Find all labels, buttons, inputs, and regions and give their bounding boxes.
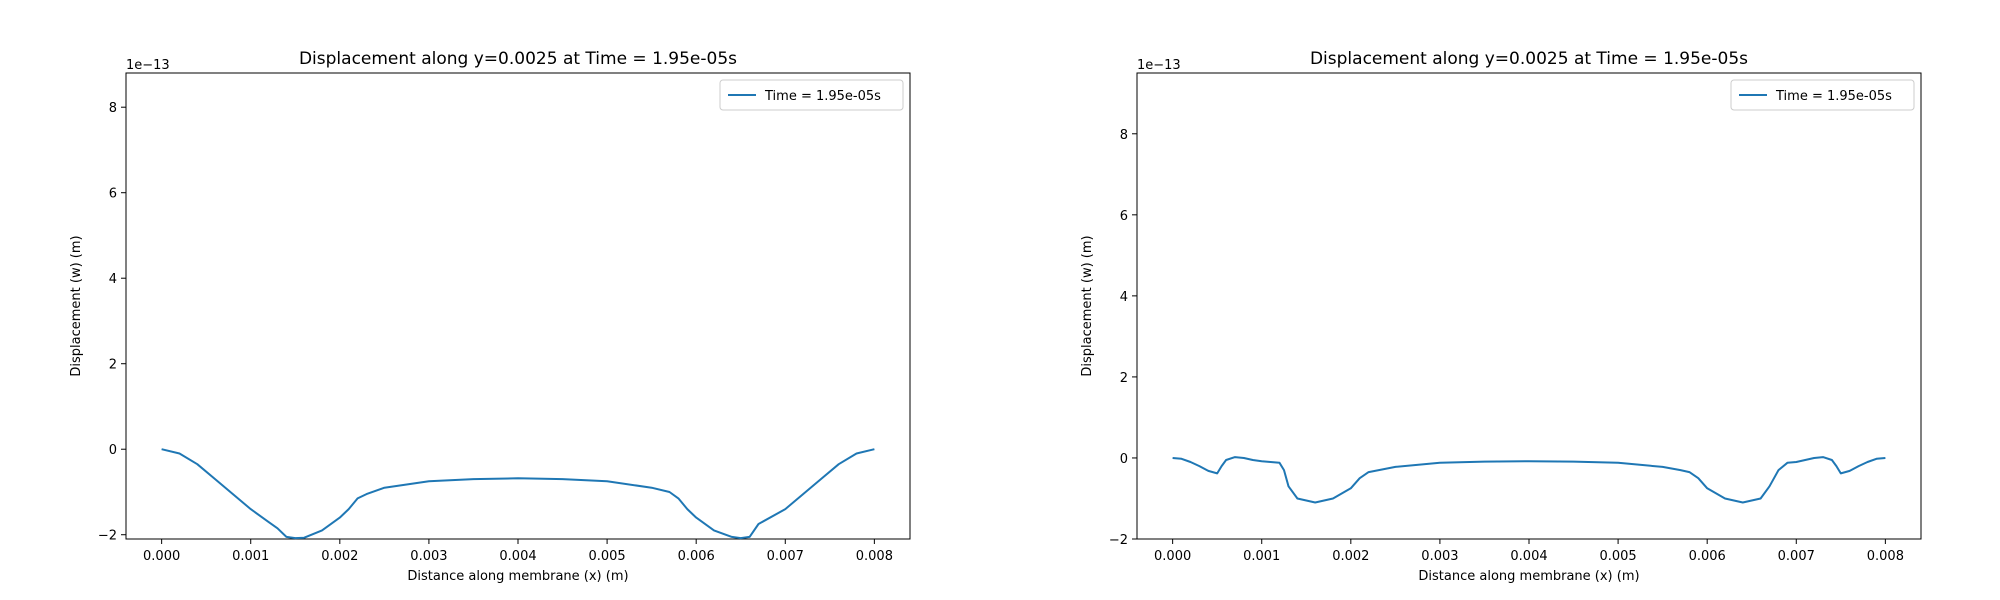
x-tick-label: 0.006	[678, 549, 715, 564]
y-tick-label: 8	[109, 101, 117, 116]
x-tick-label: 0.005	[1599, 549, 1636, 564]
chart-title: Displacement along y=0.0025 at Time = 1.…	[1310, 49, 1748, 69]
y-tick-label: 2	[1120, 371, 1128, 386]
chart-left: Displacement along y=0.0025 at Time = 1.…	[69, 49, 911, 584]
y-tick-label: 0	[1120, 452, 1128, 467]
x-tick-label: 0.006	[1689, 549, 1726, 564]
y-tick-label: −2	[1109, 533, 1128, 548]
legend: Time = 1.95e-05s	[719, 79, 904, 111]
legend-label: Time = 1.95e-05s	[764, 89, 881, 104]
y-tick-label: −2	[98, 529, 117, 544]
legend: Time = 1.95e-05s	[1730, 79, 1915, 111]
series-line	[161, 448, 875, 540]
x-tick-label: 0.008	[856, 549, 893, 564]
chart-right: Displacement along y=0.0025 at Time = 1.…	[1080, 49, 1922, 584]
legend-box	[719, 79, 904, 111]
plot-frame	[1136, 72, 1922, 540]
y-tick-label: 4	[1120, 290, 1128, 305]
x-tick-label: 0.003	[410, 549, 447, 564]
x-tick-label: 0.001	[1243, 549, 1280, 564]
x-axis-label: Distance along membrane (x) (m)	[407, 569, 628, 584]
legend-label: Time = 1.95e-05s	[1775, 89, 1892, 104]
x-tick-label: 0.005	[588, 549, 625, 564]
legend-box	[1730, 79, 1915, 111]
y-axis-label: Displacement (w) (m)	[1080, 235, 1095, 376]
y-tick-label: 8	[1120, 128, 1128, 143]
x-tick-label: 0.000	[143, 549, 180, 564]
x-axis-label: Distance along membrane (x) (m)	[1418, 569, 1639, 584]
y-offset-label: 1e−13	[1137, 58, 1181, 73]
x-tick-label: 0.004	[499, 549, 536, 564]
y-tick-label: 0	[109, 443, 117, 458]
y-tick-label: 2	[109, 358, 117, 373]
x-tick-label: 0.002	[1332, 549, 1369, 564]
chart-title: Displacement along y=0.0025 at Time = 1.…	[299, 49, 737, 69]
y-tick-label: 6	[109, 187, 117, 202]
y-axis-label: Displacement (w) (m)	[69, 235, 84, 376]
y-tick-label: 4	[109, 272, 117, 287]
x-tick-label: 0.004	[1510, 549, 1547, 564]
y-offset-label: 1e−13	[126, 58, 170, 73]
series-line	[1172, 456, 1886, 504]
x-tick-label: 0.001	[232, 549, 269, 564]
y-tick-label: 6	[1120, 209, 1128, 224]
x-tick-label: 0.007	[1778, 549, 1815, 564]
x-tick-label: 0.008	[1867, 549, 1904, 564]
x-tick-label: 0.002	[321, 549, 358, 564]
x-tick-label: 0.007	[767, 549, 804, 564]
x-tick-label: 0.000	[1154, 549, 1191, 564]
plot-frame	[125, 72, 911, 540]
x-tick-label: 0.003	[1421, 549, 1458, 564]
